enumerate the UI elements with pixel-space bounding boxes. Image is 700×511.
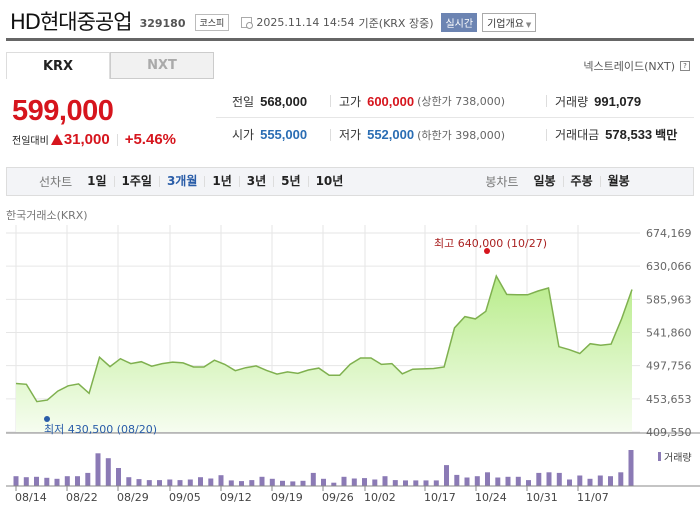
svg-text:630,066: 630,066 [646,260,692,273]
stats-row-1: 전일 568,000 고가 600,000 (상한가 738,000) 거래량 … [216,85,694,118]
amount-unit: 백만 [655,128,678,142]
lower-limit: (하한가 398,000) [417,128,506,142]
svg-text:11/07: 11/07 [577,491,609,504]
svg-text:453,653: 453,653 [646,393,692,406]
open-label: 시가 [232,128,255,142]
y-axis-labels: 674,169 630,066 585,963 541,860 497,756 453,6… [646,227,692,439]
candle-chart-label: 봉차트 [485,175,519,189]
help-icon[interactable]: ? [680,61,690,71]
svg-text:10/24: 10/24 [475,491,507,504]
svg-text:09/05: 09/05 [169,491,201,504]
low-marker [44,416,50,422]
tab-krx[interactable]: KRX [6,52,110,79]
change-label: 전일대비 [12,136,49,147]
period-3y[interactable]: 3년 [238,175,273,187]
low-value: 552,000 [367,127,415,142]
price-chart: 674,169 630,066 585,963 541,860 497,756 453,6… [6,225,700,504]
svg-text:10/17: 10/17 [424,491,456,504]
header-divider [6,38,694,41]
period-10y[interactable]: 10년 [307,175,351,187]
price-change: 전일대비 31,000 +5.46% [12,131,176,148]
volume-value: 991,079 [594,93,642,109]
high: 고가 600,000 (상한가 738,000) [330,93,546,109]
svg-text:674,169: 674,169 [646,227,692,240]
svg-text:497,756: 497,756 [646,360,692,373]
tab-nxt[interactable]: NXT [110,52,214,79]
svg-text:541,860: 541,860 [646,327,692,340]
volume-label: 거래량 [555,94,589,109]
exchange-label: 한국거래소(KRX) [6,209,88,222]
divider [116,133,118,146]
candle-monthly[interactable]: 월봉 [599,175,637,187]
low-label: 저가 [339,128,362,142]
svg-text:409,550: 409,550 [646,426,692,439]
volume-bars [13,450,634,486]
high-marker [484,248,490,254]
line-chart-label: 선차트 [39,175,73,189]
candle-chart-group: 봉차트 일봉 주봉 월봉 [485,173,636,190]
open: 시가 555,000 [216,126,330,143]
trade-amount: 거래대금 578,533 백만 [546,127,678,142]
svg-text:10/31: 10/31 [526,491,558,504]
x-axis-labels: 08/14 08/22 08/29 09/05 09/12 09/19 09/26 10/02… [15,486,609,504]
price-area [16,276,632,432]
quote-date: 2025.11.14 14:54 [256,16,355,29]
period-1w[interactable]: 1주일 [113,175,159,187]
high-label: 고가 [339,94,362,109]
svg-text:08/14: 08/14 [15,491,47,504]
line-chart-group: 선차트 1일 1주일 3개월 1년 3년 5년 10년 [39,173,350,190]
calendar-clock-icon [241,17,254,29]
svg-text:585,963: 585,963 [646,293,692,306]
company-info-label: 기업개요 [487,19,524,30]
realtime-button[interactable]: 실시간 [441,13,478,32]
volume: 거래량 991,079 [546,93,642,109]
low: 저가 552,000 (하한가 398,000) [330,127,546,142]
svg-text:09/19: 09/19 [271,491,303,504]
change-amount: 31,000 [63,131,110,148]
candle-weekly[interactable]: 주봉 [562,175,600,187]
period-1d[interactable]: 1일 [87,174,107,188]
period-1y[interactable]: 1년 [204,175,238,187]
volume-legend: 거래량 [664,452,692,464]
svg-text:10/02: 10/02 [364,491,396,504]
period-5y[interactable]: 5년 [273,175,307,187]
nxt-link-label: 넥스트레이드(NXT) [583,60,675,73]
company-info-dropdown[interactable]: 기업개요 ▼ [482,13,537,32]
nxt-info: 넥스트레이드(NXT) ? [583,58,690,74]
stock-code: 329180 [139,16,186,30]
stock-title: HD현대중공업 [10,10,133,34]
prev-close-label: 전일 [232,94,255,109]
open-value: 555,000 [260,127,308,142]
prev-close: 전일 568,000 [216,93,330,110]
price-line [15,274,633,403]
high-annotation: 최고 640,000 (10/27) [434,237,547,250]
amount-label: 거래대금 [555,128,600,142]
stock-header: HD현대중공업 329180 코스피 2025.11.14 14:54 기준(K… [6,6,694,36]
high-value: 600,000 [367,93,415,109]
volume-legend-swatch [658,452,661,461]
svg-text:09/12: 09/12 [220,491,252,504]
amount-value: 578,533 [605,127,653,142]
up-arrow-icon [50,134,63,145]
quote-stats: 전일 568,000 고가 600,000 (상한가 738,000) 거래량 … [216,85,694,151]
prev-close-value: 568,000 [260,93,308,109]
change-percent: +5.46% [124,131,176,148]
market-badge: 코스피 [194,14,230,31]
svg-text:09/26: 09/26 [322,491,354,504]
low-annotation: 최저 430,500 (08/20) [44,423,157,436]
quote-basis: 기준(KRX 장중) [358,16,434,30]
exchange-tabs: KRX NXT [6,52,214,79]
candle-daily[interactable]: 일봉 [533,174,556,188]
chart-period-tabs: 선차트 1일 1주일 3개월 1년 3년 5년 10년 봉차트 일봉 주봉 월봉 [6,167,694,196]
svg-text:08/22: 08/22 [66,491,98,504]
svg-text:08/29: 08/29 [117,491,149,504]
chevron-down-icon: ▼ [525,21,532,29]
upper-limit: (상한가 738,000) [417,95,506,108]
current-price: 599,000 [12,95,114,127]
stats-row-2: 시가 555,000 저가 552,000 (하한가 398,000) 거래대금… [216,118,694,151]
period-3m[interactable]: 3개월 [158,175,204,187]
